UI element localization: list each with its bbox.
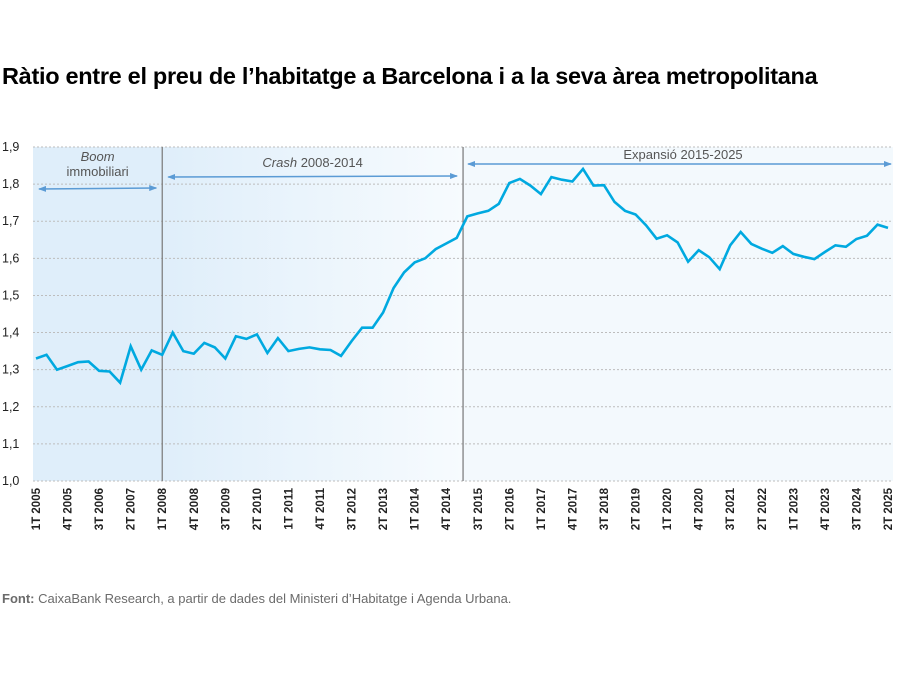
x-tick-label: 3T 2006 bbox=[94, 488, 106, 530]
y-tick-label: 1,1 bbox=[2, 437, 19, 451]
series-line bbox=[35, 166, 889, 386]
x-tick-label: 4T 2017 bbox=[567, 488, 579, 530]
period-band-expansion bbox=[463, 147, 893, 481]
x-tick-label: 4T 2020 bbox=[694, 488, 706, 530]
y-tick-label: 1,2 bbox=[2, 400, 19, 414]
y-tick-label: 1,4 bbox=[2, 326, 19, 340]
x-tick-label: 2T 2010 bbox=[252, 488, 264, 530]
source-note: Font: CaixaBank Research, a partir de da… bbox=[2, 591, 511, 606]
x-tick-label: 2T 2013 bbox=[378, 488, 390, 530]
period-label-boom: immobiliari bbox=[67, 164, 129, 179]
x-tick-label: 3T 2009 bbox=[220, 488, 232, 530]
x-tick-label: 1T 2023 bbox=[788, 488, 800, 530]
x-tick-label: 4T 2011 bbox=[315, 487, 327, 529]
x-tick-label: 1T 2017 bbox=[536, 488, 548, 530]
y-tick-label: 1,5 bbox=[2, 288, 19, 302]
x-tick-label: 4T 2008 bbox=[189, 487, 201, 530]
x-tick-label: 1T 2005 bbox=[31, 487, 43, 530]
x-tick-label: 4T 2005 bbox=[63, 487, 75, 530]
y-tick-label: 1,9 bbox=[2, 140, 19, 154]
x-tick-label: 4T 2014 bbox=[441, 487, 453, 530]
x-tick-label: 2T 2022 bbox=[757, 488, 769, 530]
y-tick-label: 1,8 bbox=[2, 177, 19, 191]
chart-title: Ràtio entre el preu de l’habitatge a Bar… bbox=[2, 63, 818, 89]
period-label-boom-italic: Boom bbox=[81, 149, 115, 164]
x-tick-label: 2T 2025 bbox=[883, 487, 895, 530]
x-tick-label: 1T 2011 bbox=[283, 487, 295, 529]
period-arrow-crash bbox=[167, 173, 459, 180]
x-tick-label: 2T 2007 bbox=[126, 488, 138, 530]
x-tick-label: 3T 2021 bbox=[725, 487, 737, 530]
period-band-boom bbox=[33, 147, 163, 481]
period-label-crash: Crash 2008-2014 bbox=[262, 155, 362, 170]
y-tick-label: 1,3 bbox=[2, 363, 19, 377]
source-text: CaixaBank Research, a partir de dades de… bbox=[34, 591, 512, 606]
x-tick-label: 1T 2014 bbox=[410, 487, 422, 530]
period-arrow-boom bbox=[38, 185, 158, 192]
x-tick-label: 1T 2020 bbox=[662, 488, 674, 530]
x-tick-label: 3T 2024 bbox=[851, 487, 863, 530]
period-label-expansion: Expansió 2015-2025 bbox=[623, 147, 742, 162]
y-tick-label: 1,0 bbox=[2, 474, 19, 488]
y-tick-label: 1,7 bbox=[2, 214, 19, 228]
x-tick-label: 4T 2023 bbox=[820, 488, 832, 530]
x-tick-label: 1T 2008 bbox=[157, 487, 169, 530]
period-band-crash bbox=[162, 147, 464, 481]
x-tick-label: 3T 2015 bbox=[473, 487, 485, 530]
y-tick-label: 1,6 bbox=[2, 251, 19, 265]
x-tick-label: 3T 2012 bbox=[347, 488, 359, 530]
x-tick-label: 2T 2019 bbox=[631, 488, 643, 530]
source-label: Font: bbox=[2, 591, 35, 606]
x-tick-label: 3T 2018 bbox=[599, 487, 611, 530]
x-tick-label: 2T 2016 bbox=[504, 488, 516, 530]
